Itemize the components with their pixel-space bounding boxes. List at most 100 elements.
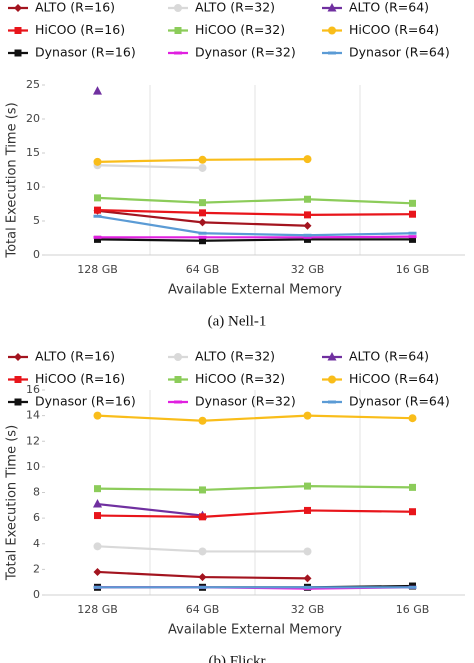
x-tick-label: 16 GB [396,603,430,616]
y-tick-label: 6 [33,511,40,524]
marker [328,26,336,35]
marker [303,221,312,230]
y-tick-label: 0 [33,588,40,601]
series-line [97,215,413,237]
marker [409,210,416,218]
x-axis-label: Available External Memory [168,623,342,638]
marker [93,542,102,551]
marker [328,400,336,404]
marker [198,416,207,425]
marker [174,353,182,361]
marker [14,398,22,406]
x-axis-label: Available External Memory [168,283,342,298]
legend-label: ALTO (R=16) [35,0,115,15]
marker [14,49,22,57]
y-tick-label: 2 [33,562,40,575]
marker [174,400,182,404]
legend-label: HiCOO (R=16) [35,371,125,386]
y-tick-label: 8 [33,486,40,499]
marker [409,508,416,516]
marker [174,51,182,55]
marker [304,506,311,514]
marker [94,512,101,520]
marker [199,513,206,521]
y-tick-label: 10 [26,460,40,473]
marker [328,375,336,384]
marker [304,195,311,203]
series-line [97,484,413,492]
marker [93,411,102,420]
x-tick-label: 64 GB [186,603,220,616]
marker [408,414,417,423]
legend-label: ALTO (R=16) [35,349,115,364]
marker [174,376,182,383]
marker [199,237,206,245]
marker [303,235,312,239]
x-tick-label: 128 GB [77,263,118,276]
series-line [97,414,413,422]
marker [304,211,311,219]
legend-label: ALTO (R=32) [195,349,275,364]
caption: (a) Nell-1 [208,313,267,329]
marker [93,86,102,95]
legend-label: Dynasor (R=64) [349,394,450,409]
x-tick-label: 128 GB [77,603,118,616]
marker [408,231,417,235]
x-tick-label: 16 GB [396,263,430,276]
marker [174,4,182,12]
series-line [97,509,413,518]
x-tick-label: 64 GB [186,263,220,276]
series-line [97,235,413,239]
series-line [97,196,413,205]
marker [408,235,417,239]
marker [303,574,312,583]
marker [94,235,101,243]
marker [198,585,207,589]
marker [93,585,102,589]
legend-label: HiCOO (R=64) [349,371,439,386]
marker [409,235,416,243]
marker [409,199,416,207]
y-tick-label: 0 [33,248,40,261]
marker [14,376,22,383]
marker [198,163,207,172]
marker [198,547,207,556]
marker [304,482,311,490]
marker [199,199,206,207]
series-line [97,238,413,242]
legend-label: Dynasor (R=16) [35,45,136,60]
legend-label: HiCOO (R=32) [195,371,285,386]
marker [93,567,102,576]
y-axis-label: Total Execution Time (s) [5,425,20,581]
marker [409,483,416,491]
marker [328,51,336,55]
legend-label: Dynasor (R=32) [195,394,296,409]
marker [327,3,337,12]
y-tick-label: 25 [26,78,40,91]
marker [198,231,207,235]
y-tick-label: 4 [33,537,40,550]
marker [198,235,207,239]
legend-label: ALTO (R=64) [349,0,429,15]
marker [303,233,312,237]
legend-label: HiCOO (R=32) [195,22,285,37]
x-tick-label: 32 GB [291,603,325,616]
marker [14,4,22,12]
marker [93,499,102,508]
legend-label: ALTO (R=64) [349,349,429,364]
marker [198,155,207,164]
caption: (b) Flickr [208,653,265,663]
y-axis-label: Total Execution Time (s) [5,102,20,258]
y-tick-label: 12 [26,434,40,447]
marker [93,157,102,166]
marker [303,155,312,164]
y-tick-label: 20 [26,112,40,125]
x-tick-label: 32 GB [291,263,325,276]
marker [199,486,206,494]
y-tick-label: 15 [26,146,40,159]
marker [14,27,22,34]
y-tick-label: 14 [26,409,40,422]
y-tick-label: 5 [33,214,40,227]
marker [174,27,182,34]
series-line [97,164,203,170]
